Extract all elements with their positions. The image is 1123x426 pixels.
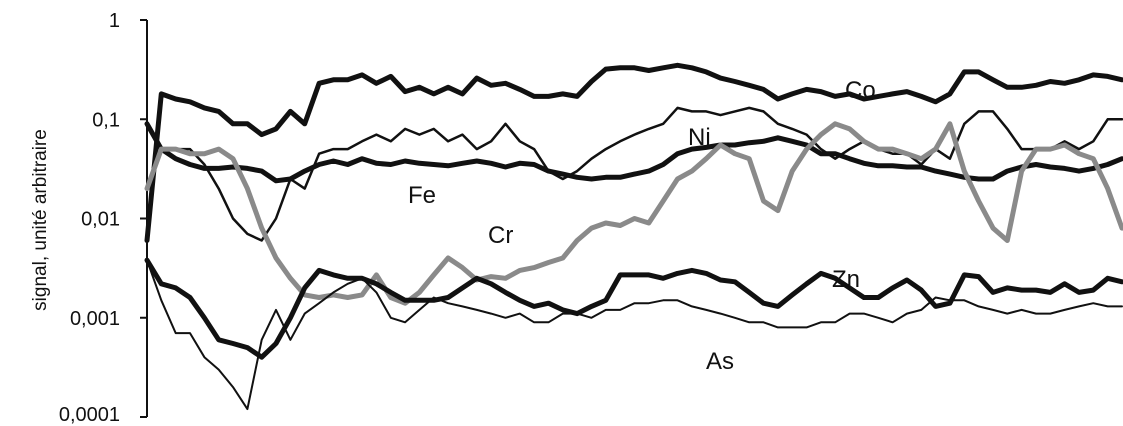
y-tick-label: 0,01: [81, 209, 120, 231]
y-ticks: 1 0,1 0,01 0,001 0,0001: [59, 10, 147, 426]
y-tick-label: 0,1: [92, 109, 120, 131]
series-line-co: [144, 62, 1123, 243]
series-label-co: Co: [845, 77, 876, 104]
y-tick-label: 1: [109, 10, 120, 32]
series-line-cr: [144, 121, 1123, 306]
series-line-ni: [145, 106, 1123, 242]
y-tick-label: 0,0001: [59, 404, 120, 426]
series-label-cr: Cr: [488, 222, 513, 249]
series-label-fe: Fe: [408, 182, 436, 209]
series-label-ni: Ni: [688, 124, 711, 151]
series-label-as: As: [706, 348, 734, 375]
series-labels: Co Ni Fe Cr Zn As: [408, 77, 876, 375]
series-line-zn: [144, 257, 1123, 360]
series-line-fe: [144, 121, 1123, 184]
y-axis-label: signal, unité arbitraire: [30, 129, 51, 311]
y-tick-label: 0,001: [70, 308, 120, 330]
series-label-zn: Zn: [832, 266, 860, 293]
series-lines: [144, 62, 1123, 411]
series-line-as: [146, 259, 1123, 411]
